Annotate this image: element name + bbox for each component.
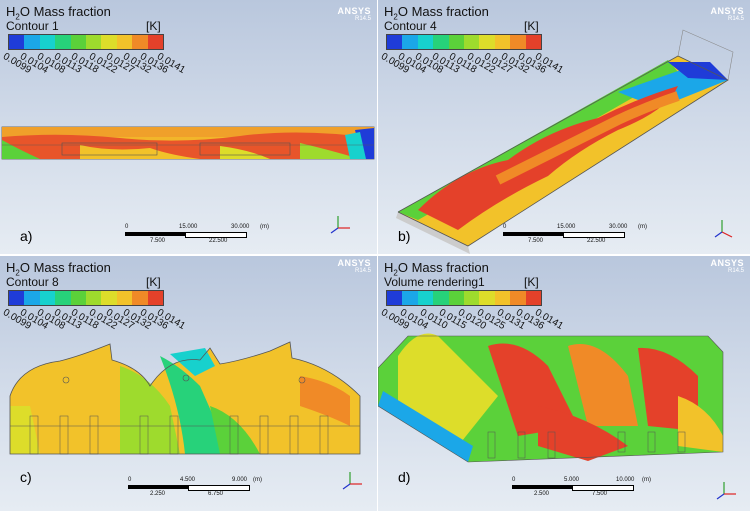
legend-color-swatch [132,291,148,305]
legend-color-swatch [402,291,418,305]
color-legend-bar [8,34,164,50]
legend-tick-labels: 0.0099 0.0104 0.0110 0.0115 0.0120 0.0125 0.01… [379,307,565,358]
legend-color-swatch [147,35,164,49]
legend-color-swatch [448,291,465,305]
panel-label: d) [398,469,411,485]
panel-b-contour-4: H2O Mass fraction Contour 4 [K] ANSYS R14… [378,0,750,254]
ansys-logo: ANSYS R14.5 [337,258,371,274]
panel-label: c) [20,469,32,485]
legend-tick-labels: 0.0099 0.0104 0.0108 0.0113 0.0118 0.0122 0.01… [379,51,565,102]
legend-color-swatch [510,291,526,305]
legend-color-swatch [55,291,71,305]
legend-tick-labels: 0.0099 0.0104 0.0108 0.0113 0.0118 0.0122 0.01… [1,307,187,358]
legend-color-swatch [417,291,434,305]
legend-color-swatch [55,35,71,49]
legend-color-swatch [494,291,511,305]
contour-isometric-view [396,29,734,254]
legend-color-swatch [70,35,87,49]
legend-color-swatch [433,35,449,49]
panel-b-subtitle: Contour 4 [384,19,437,33]
legend-tick-labels: 0.0099 0.0104 0.0108 0.0113 0.0118 0.0122 0.01… [1,51,187,102]
ansys-logo: ANSYS R14.5 [337,6,371,22]
legend-color-swatch [9,35,25,49]
legend-color-swatch [464,35,480,49]
axis-triad-icon [712,216,736,240]
legend-color-swatch [86,35,102,49]
legend-color-swatch [494,35,511,49]
ansys-logo: ANSYS R14.5 [710,6,744,22]
panel-d-unit: [K] [524,275,539,289]
panel-d-title: H2O Mass fraction [384,260,489,278]
legend-color-swatch [525,291,542,305]
legend-color-swatch [24,291,40,305]
panel-c-unit: [K] [146,275,161,289]
panel-a-unit: [K] [146,19,161,33]
color-legend-bar [386,290,542,306]
panel-a-contour-1: H2O Mass fraction Contour 1 [K] ANSYS R14… [0,0,377,254]
panel-a-title: H2O Mass fraction [6,4,111,22]
legend-color-swatch [116,35,133,49]
ansys-logo: ANSYS R14.5 [710,258,744,274]
legend-color-swatch [101,35,117,49]
color-legend-bar [386,34,542,50]
legend-color-swatch [448,35,465,49]
legend-color-swatch [9,291,25,305]
panel-b-unit: [K] [524,19,539,33]
legend-color-swatch [417,35,434,49]
panel-a-subtitle: Contour 1 [6,19,59,33]
panel-label: a) [20,228,33,244]
panel-d-subtitle: Volume rendering1 [384,275,485,289]
contour-cross-section [9,341,361,455]
volume-rendering-view [378,333,724,463]
panel-b-title: H2O Mass fraction [384,4,489,22]
legend-color-swatch [387,291,403,305]
contour-side-section [1,126,375,160]
legend-color-swatch [24,35,40,49]
legend-color-swatch [433,291,449,305]
legend-color-swatch [479,291,495,305]
axis-triad-icon [340,468,364,492]
legend-color-swatch [464,291,480,305]
legend-color-swatch [39,291,56,305]
panel-d-volume-rendering: H2O Mass fraction Volume rendering1 [K] … [378,256,750,511]
legend-color-swatch [101,291,117,305]
legend-color-swatch [39,35,56,49]
axis-triad-icon [714,478,738,502]
legend-color-swatch [402,35,418,49]
axis-triad-icon [328,212,352,236]
legend-color-swatch [147,291,164,305]
legend-color-swatch [70,291,87,305]
legend-color-swatch [387,35,403,49]
legend-color-swatch [525,35,542,49]
legend-color-swatch [510,35,526,49]
panel-c-title: H2O Mass fraction [6,260,111,278]
panel-c-subtitle: Contour 8 [6,275,59,289]
legend-color-swatch [479,35,495,49]
legend-color-swatch [116,291,133,305]
legend-color-swatch [132,35,148,49]
legend-color-swatch [86,291,102,305]
panel-label: b) [398,228,411,244]
panel-c-contour-8: H2O Mass fraction Contour 8 [K] ANSYS R14… [0,256,377,511]
color-legend-bar [8,290,164,306]
